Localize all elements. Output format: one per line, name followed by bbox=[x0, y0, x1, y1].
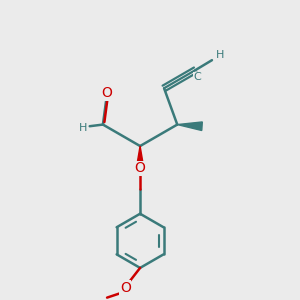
Text: H: H bbox=[216, 50, 224, 60]
Text: C: C bbox=[193, 72, 201, 82]
Text: H: H bbox=[79, 123, 87, 133]
Text: O: O bbox=[101, 86, 112, 100]
Text: O: O bbox=[120, 281, 131, 295]
Text: O: O bbox=[135, 161, 146, 176]
Polygon shape bbox=[177, 122, 202, 130]
Polygon shape bbox=[137, 146, 143, 164]
